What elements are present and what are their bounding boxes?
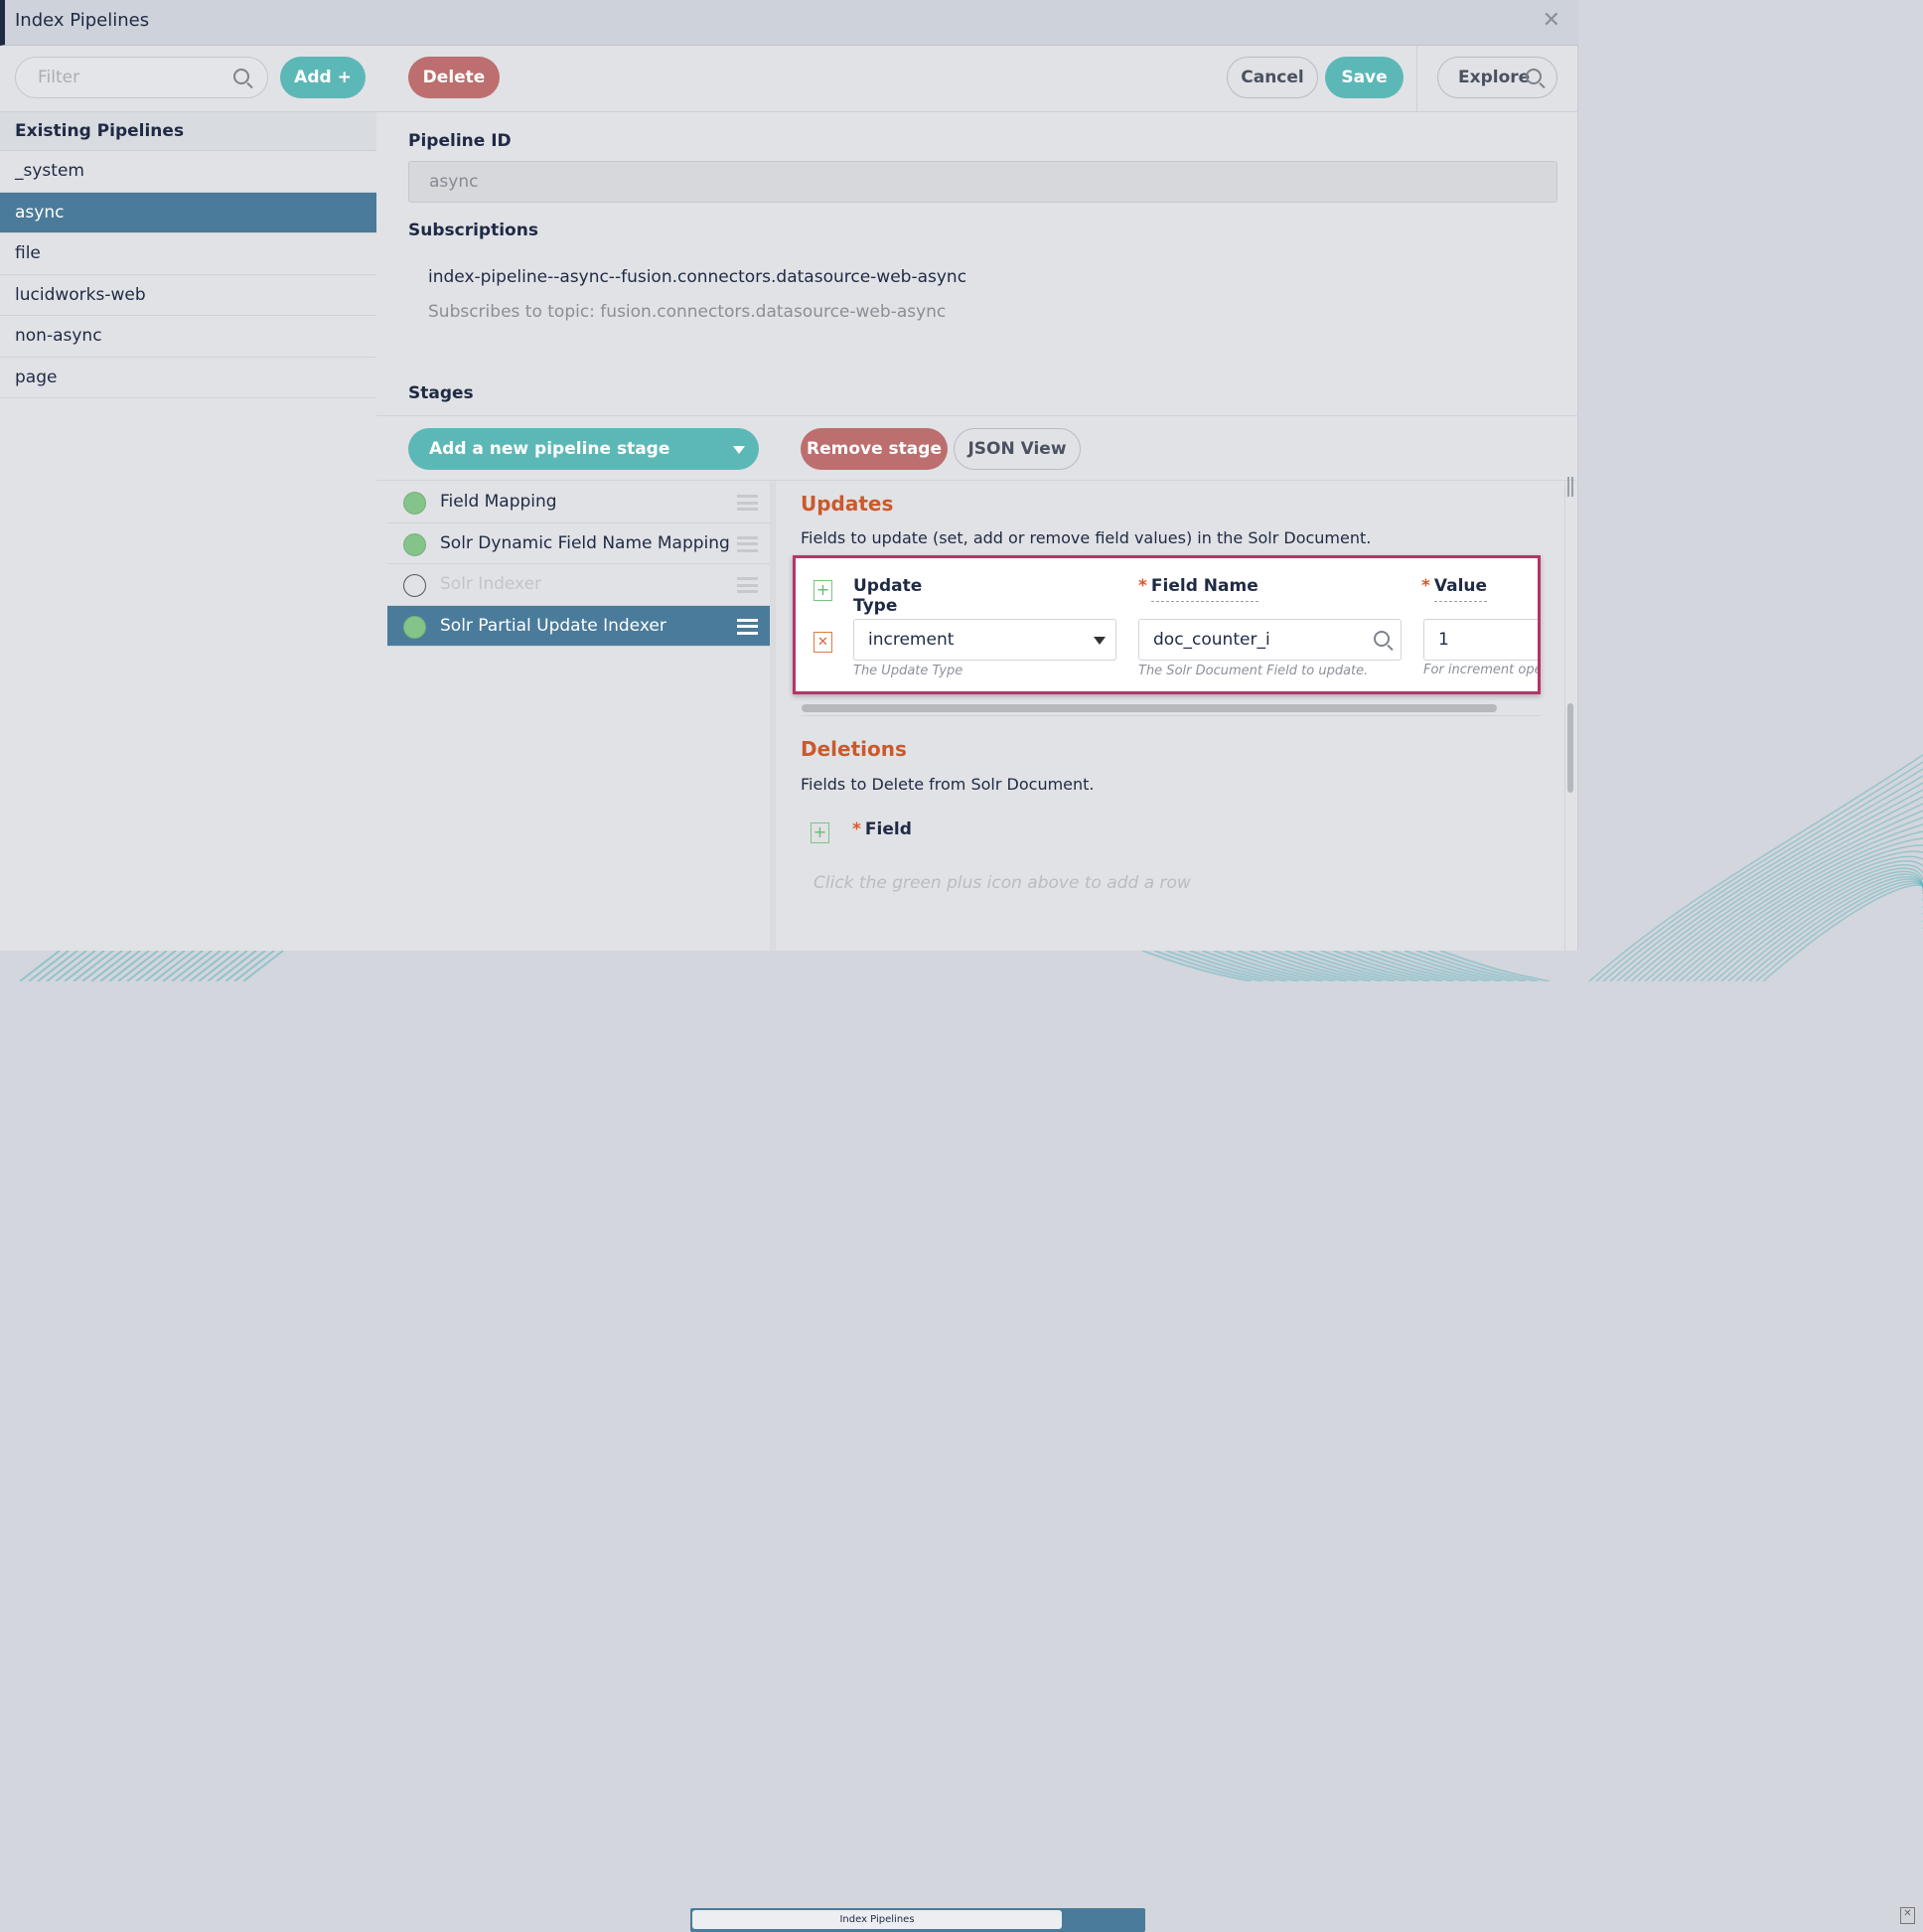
vertical-scrollbar[interactable]: [1567, 703, 1573, 793]
dropdown-caret-icon: [1094, 637, 1106, 645]
col-update-type: Update Type: [853, 576, 957, 622]
stages-divider: [376, 415, 1578, 416]
stage-item[interactable]: Field Mapping: [387, 482, 770, 523]
required-mark: *: [852, 819, 861, 839]
deletions-title: Deletions: [801, 737, 907, 761]
field-name-value: doc_counter_i: [1153, 630, 1270, 650]
enabled-status-icon[interactable]: [403, 615, 426, 639]
updates-description: Fields to update (set, add or remove fie…: [801, 528, 1372, 547]
field-name-hint: The Solr Document Field to update.: [1138, 664, 1369, 678]
taskbar: Index Pipelines ✕: [0, 951, 1923, 1932]
required-mark: *: [1421, 576, 1430, 596]
remove-stage-button[interactable]: Remove stage: [801, 428, 948, 470]
sidebar-item-system[interactable]: _system: [0, 151, 376, 193]
value-hint: For increment oper: [1423, 663, 1541, 677]
stage-name: Solr Dynamic Field Name Mapping: [440, 532, 730, 553]
update-type-hint: The Update Type: [853, 664, 963, 678]
field-name-input[interactable]: doc_counter_i: [1138, 619, 1402, 661]
subscription-topic: Subscribes to topic: fusion.connectors.d…: [428, 302, 947, 322]
filter-placeholder: Filter: [38, 68, 80, 87]
required-mark: *: [1138, 576, 1147, 596]
deletions-description: Fields to Delete from Solr Document.: [801, 775, 1095, 794]
drag-handle-icon[interactable]: [737, 535, 758, 552]
col-field-name: * Field Name: [1138, 576, 1258, 602]
cancel-button[interactable]: Cancel: [1227, 57, 1318, 98]
sidebar-item-file[interactable]: file: [0, 233, 376, 275]
subscriptions-label: Subscriptions: [408, 221, 538, 240]
json-view-button[interactable]: JSON View: [954, 428, 1081, 470]
index-pipelines-panel: Index Pipelines ✕ Filter Add + Delete Ca…: [0, 0, 1578, 951]
divider: [376, 480, 1578, 481]
toolbar-divider: [1416, 46, 1417, 111]
close-icon[interactable]: ✕: [1542, 8, 1560, 33]
save-button[interactable]: Save: [1325, 57, 1404, 98]
updates-table-highlight: + Update Type * Field Name * Value ✕ incre…: [793, 555, 1541, 694]
value-input[interactable]: 1: [1423, 619, 1538, 661]
sidebar-item-lucidworks-web[interactable]: lucidworks-web: [0, 275, 376, 316]
explore-button[interactable]: Explore: [1437, 57, 1557, 98]
enabled-status-icon[interactable]: [403, 492, 426, 515]
delete-button[interactable]: Delete: [408, 57, 500, 98]
search-icon: [233, 69, 249, 84]
close-icon[interactable]: ✕: [1900, 1907, 1915, 1924]
stage-name: Solr Indexer: [440, 574, 542, 594]
add-stage-label: Add a new pipeline stage: [429, 439, 670, 459]
drag-handle-icon[interactable]: [737, 618, 758, 635]
sidebar-header: Existing Pipelines: [0, 112, 376, 151]
title-bar: Index Pipelines ✕: [0, 0, 1578, 46]
subscription-name: index-pipeline--async--fusion.connectors…: [428, 267, 967, 287]
updates-title: Updates: [801, 492, 894, 516]
add-deletion-plus-icon[interactable]: +: [811, 822, 829, 843]
disabled-status-icon[interactable]: [403, 574, 426, 597]
divider: [801, 715, 1541, 716]
taskbar-tab-index-pipelines[interactable]: Index Pipelines: [690, 1908, 1145, 1932]
window-title: Index Pipelines: [15, 10, 150, 31]
remove-row-x-icon[interactable]: ✕: [814, 632, 832, 653]
stage-item[interactable]: Solr Dynamic Field Name Mapping: [387, 523, 770, 564]
deletions-empty-placeholder: Click the green plus icon above to add a…: [814, 873, 1191, 893]
divider: [770, 482, 776, 951]
chevron-down-icon: [733, 446, 745, 454]
background-wave-pattern: [19, 754, 1923, 981]
col-field: * Field: [852, 819, 912, 844]
pipeline-id-input[interactable]: async: [408, 161, 1557, 203]
resize-handle[interactable]: [1567, 477, 1573, 497]
sidebar-item-non-async[interactable]: non-async: [0, 316, 376, 358]
pipelines-sidebar: Existing Pipelines _system async file lu…: [0, 112, 376, 951]
stage-name: Solr Partial Update Indexer: [440, 615, 666, 636]
explore-label: Explore: [1458, 68, 1531, 87]
sidebar-item-async[interactable]: async: [0, 192, 376, 233]
horizontal-scrollbar[interactable]: [802, 704, 1497, 712]
col-value: * Value: [1421, 576, 1488, 602]
update-type-select[interactable]: increment: [853, 619, 1116, 661]
search-icon[interactable]: [1374, 631, 1390, 647]
pipeline-id-label: Pipeline ID: [408, 131, 512, 151]
drag-handle-icon[interactable]: [737, 495, 758, 511]
divider: [1564, 482, 1565, 951]
add-row-plus-icon[interactable]: +: [814, 580, 832, 601]
filter-input[interactable]: Filter: [15, 57, 268, 98]
add-pipeline-button[interactable]: Add +: [280, 57, 366, 98]
stage-name: Field Mapping: [440, 492, 557, 512]
search-icon: [1526, 69, 1542, 84]
update-type-value: increment: [868, 630, 955, 650]
enabled-status-icon[interactable]: [403, 532, 426, 556]
add-stage-dropdown[interactable]: Add a new pipeline stage: [408, 428, 759, 470]
col-value-label: Value: [1433, 576, 1488, 602]
sidebar-item-page[interactable]: page: [0, 358, 376, 398]
col-field-name-label: Field Name: [1150, 576, 1258, 602]
toolbar-divider: [0, 111, 1578, 112]
drag-handle-icon[interactable]: [737, 577, 758, 593]
stage-item[interactable]: Solr Indexer: [387, 564, 770, 606]
col-field-label: Field: [864, 819, 912, 839]
stage-item-selected[interactable]: Solr Partial Update Indexer: [387, 605, 770, 647]
taskbar-tab-label: Index Pipelines: [692, 1910, 1062, 1929]
stages-label: Stages: [408, 383, 474, 403]
